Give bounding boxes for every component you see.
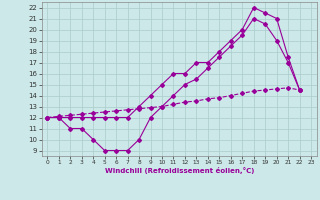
X-axis label: Windchill (Refroidissement éolien,°C): Windchill (Refroidissement éolien,°C) — [105, 167, 254, 174]
